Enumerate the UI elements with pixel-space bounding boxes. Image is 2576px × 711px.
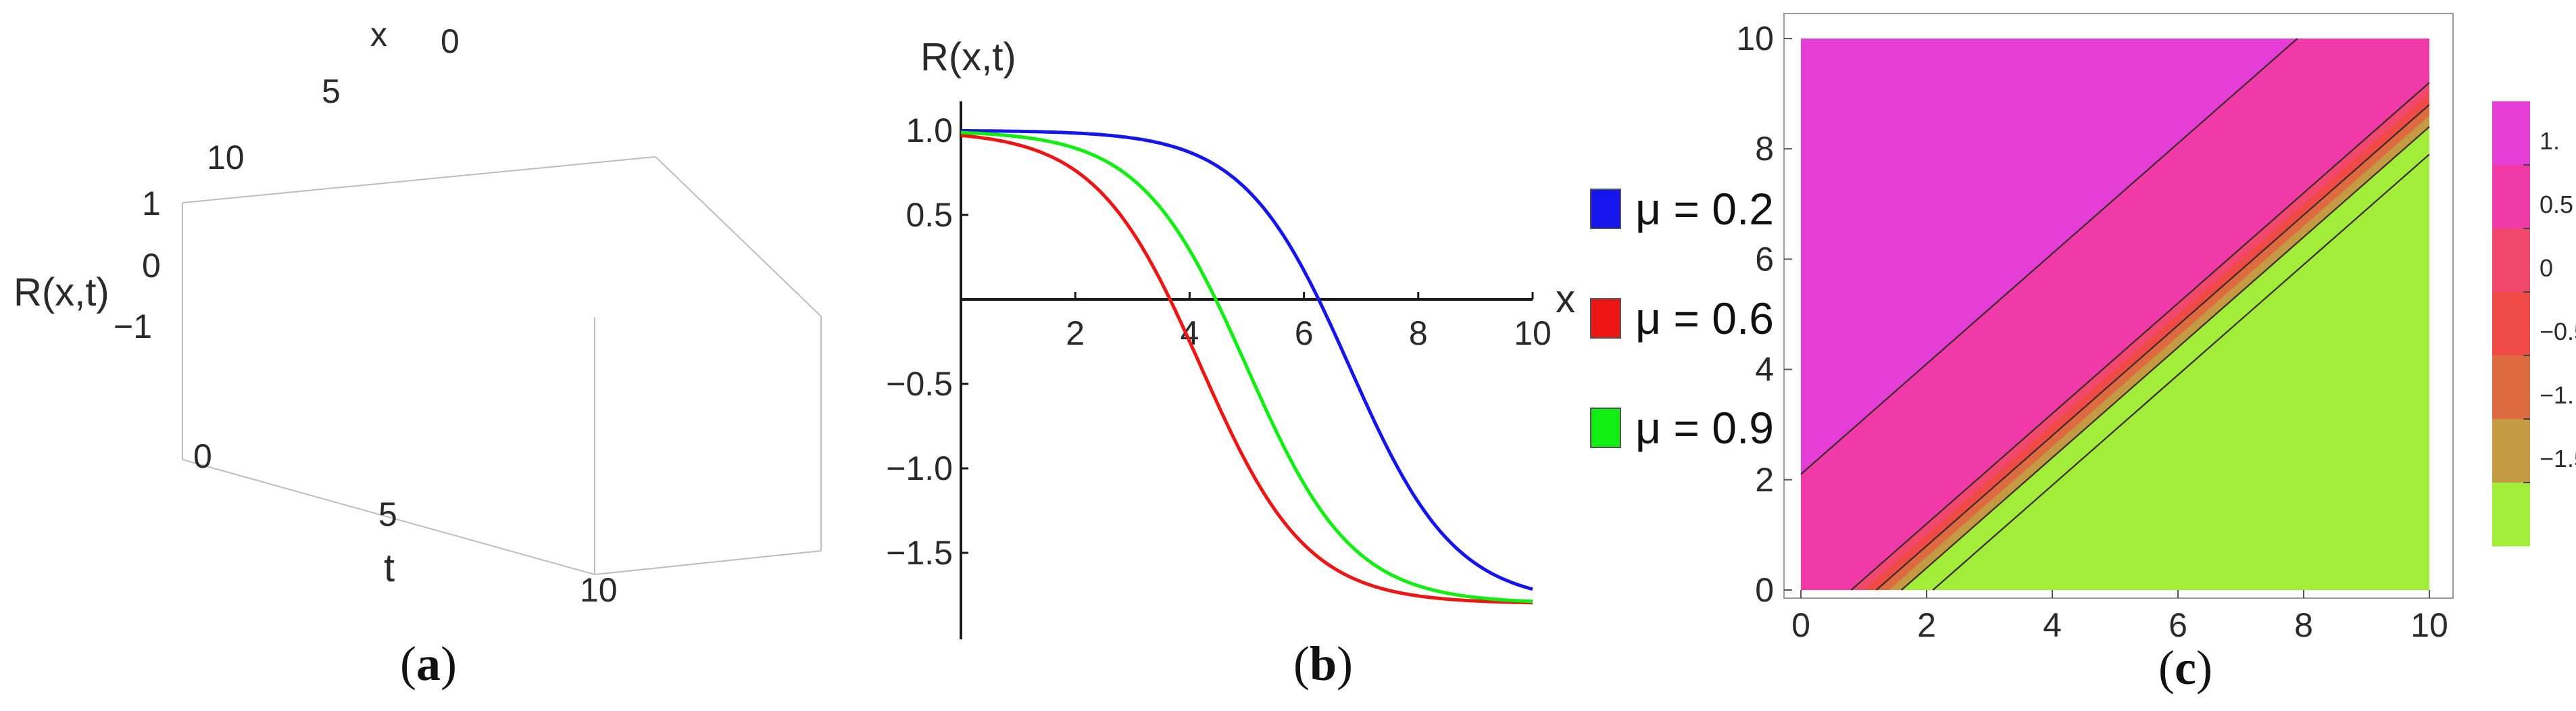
panel-b-ticks: 2 4 6 8 10 1.0 0.5 −0.5 −1.0 −1.5 xyxy=(886,112,1552,572)
x-tick-label: 10 xyxy=(2410,606,2448,644)
legend-swatch xyxy=(1590,189,1621,229)
contour-line xyxy=(1800,38,2298,475)
colorbar-label: 0 xyxy=(2540,254,2553,282)
panel-c-caption: (c) xyxy=(2158,641,2212,695)
colorbar-label: −1. xyxy=(2540,381,2574,409)
colorbar-label: 0.5 xyxy=(2540,191,2573,218)
x-tick-label: 8 xyxy=(2294,606,2313,644)
y-tick-label: −1.5 xyxy=(886,534,953,572)
y-tick-label: 0.5 xyxy=(906,196,953,234)
contour-line xyxy=(1901,126,2430,591)
panel-a-caption: (a) xyxy=(400,637,457,691)
contour-line xyxy=(1850,82,2430,591)
x-tick-label: 4 xyxy=(1180,314,1199,352)
series-line xyxy=(960,133,1533,605)
series-line xyxy=(960,128,1533,591)
colorbar-segment xyxy=(2492,292,2530,356)
contour-line xyxy=(1875,104,2430,591)
y-tick-label: 1.0 xyxy=(906,112,953,149)
colorbar-segment xyxy=(2492,419,2530,483)
panel-c-bands xyxy=(1801,39,2429,591)
legend-label: μ = 0.6 xyxy=(1635,293,1774,343)
panel-a-z-tick-1: 1 xyxy=(142,185,161,222)
panel-a-bounding-box-back xyxy=(182,156,822,460)
colorbar-segment xyxy=(2492,228,2530,293)
x-tick-label: 6 xyxy=(1295,314,1314,352)
colorbar-label: −0.5 xyxy=(2540,318,2576,345)
legend-label: μ = 0.9 xyxy=(1635,403,1774,453)
colorbar-segment xyxy=(2492,165,2530,229)
panel-a-t-tick-0: 0 xyxy=(193,437,212,475)
x-tick-label: 6 xyxy=(2169,606,2187,644)
panel-c-contour-plot: 0 2 4 6 8 10 0 2 4 6 8 10 1. 0.5 0 −0.5 −1. −1.5 (c) xyxy=(1736,13,2576,695)
legend-swatch xyxy=(1590,408,1621,448)
panel-b-series xyxy=(960,128,1533,605)
panel-a-bounding-box-front xyxy=(182,316,822,575)
panel-a-t-label: t xyxy=(384,546,395,590)
colorbar-label: 1. xyxy=(2540,127,2560,155)
colorbar-segment xyxy=(2492,483,2530,547)
contour-line xyxy=(1932,153,2430,591)
panel-a-x-tick-0: 0 xyxy=(441,22,460,60)
series-line xyxy=(960,130,1533,604)
panel-b-x-label: x xyxy=(1556,277,1575,321)
y-tick-label: −0.5 xyxy=(886,365,953,403)
panel-a-x-tick-10: 10 xyxy=(207,139,245,176)
panel-b-y-label: R(x,t) xyxy=(920,35,1016,79)
colorbar-label: −1.5 xyxy=(2540,445,2576,472)
panel-c-contour-lines xyxy=(1800,38,2430,591)
panel-a-t-tick-5: 5 xyxy=(378,495,397,533)
x-tick-label: 2 xyxy=(1917,606,1936,644)
panel-c-colorbar: 1. 0.5 0 −0.5 −1. −1.5 xyxy=(2492,101,2576,547)
x-tick-label: 4 xyxy=(2043,606,2062,644)
y-tick-label: 10 xyxy=(1736,20,1774,57)
y-tick-label: 8 xyxy=(1755,130,1774,168)
legend-swatch xyxy=(1590,298,1621,339)
colorbar-segment xyxy=(2492,101,2530,166)
panel-a-x-tick-5: 5 xyxy=(322,72,341,110)
panel-a-z-tick-0: 0 xyxy=(142,247,161,285)
panel-b-legend: μ = 0.2 μ = 0.6 μ = 0.9 xyxy=(1590,184,1774,453)
y-tick-label: 6 xyxy=(1755,240,1774,278)
panel-c-ticks: 0 2 4 6 8 10 0 2 4 6 8 10 xyxy=(1736,20,2448,644)
y-tick-label: 0 xyxy=(1755,571,1774,609)
panel-a-surface-plot: x 0 5 10 1 0 −1 R(x,t) 0 5 10 t (a) xyxy=(14,16,822,691)
panel-b-line-chart: R(x,t) x 2 4 6 8 10 1.0 0.5 −0.5 −1.0 −1.5 μ = 0.… xyxy=(886,35,1774,691)
y-tick-label: 2 xyxy=(1755,461,1774,499)
panel-a-t-tick-10: 10 xyxy=(580,571,618,609)
panel-a-z-tick-minus1: −1 xyxy=(114,308,152,345)
y-tick-label: −1.0 xyxy=(886,449,953,487)
x-tick-label: 10 xyxy=(1514,314,1552,352)
panel-b-caption: (b) xyxy=(1293,637,1353,691)
y-tick-label: 4 xyxy=(1755,351,1774,389)
legend-label: μ = 0.2 xyxy=(1635,184,1774,234)
x-tick-label: 8 xyxy=(1409,314,1428,352)
x-tick-label: 0 xyxy=(1791,606,1810,644)
colorbar-segment xyxy=(2492,356,2530,420)
x-tick-label: 2 xyxy=(1066,314,1085,352)
panel-a-x-label: x xyxy=(370,16,387,53)
panel-a-z-label: R(x,t) xyxy=(14,270,109,314)
